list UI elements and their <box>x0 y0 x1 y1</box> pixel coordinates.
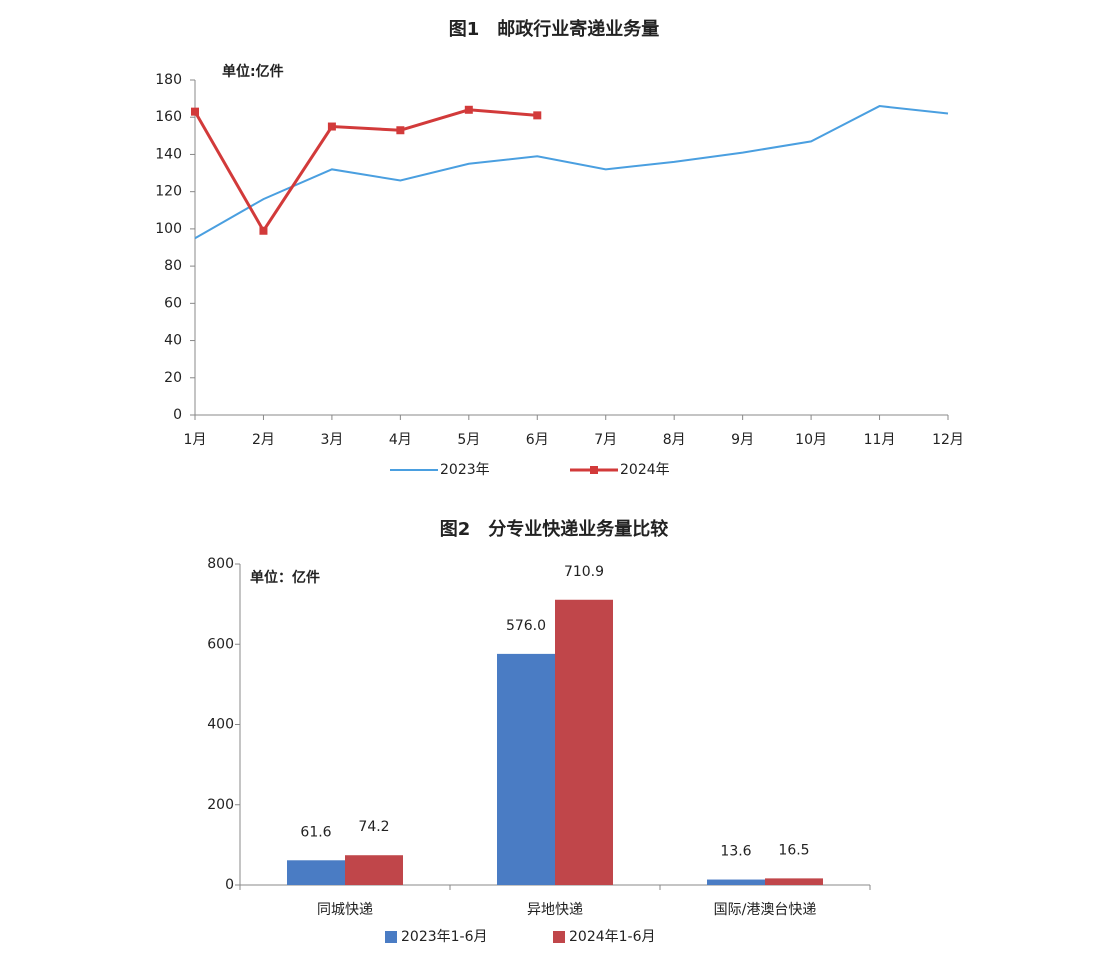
point-marker <box>259 226 268 235</box>
legend-label: 2024年1-6月 <box>569 929 656 945</box>
value-label: 576.0 <box>506 618 546 634</box>
y-tick-label: 120 <box>155 184 182 200</box>
value-label: 710.9 <box>564 564 604 580</box>
x-tick-label: 11月 <box>864 432 896 448</box>
value-label: 61.6 <box>300 824 331 840</box>
legend-swatch <box>385 931 397 943</box>
bar <box>707 879 765 885</box>
bar <box>555 599 613 885</box>
x-tick-label: 4月 <box>389 432 412 448</box>
value-label: 13.6 <box>720 844 751 860</box>
x-tick-label: 同城快递 <box>317 902 373 918</box>
x-tick-label: 3月 <box>320 432 343 448</box>
x-tick-label: 12月 <box>932 432 964 448</box>
y-tick-label: 100 <box>155 221 182 237</box>
y-tick-label: 140 <box>155 146 182 162</box>
x-tick-label: 8月 <box>663 432 686 448</box>
chart-title: 图2 分专业快递业务量比较 <box>440 518 669 540</box>
bar <box>497 653 555 885</box>
y-tick-label: 60 <box>164 295 182 311</box>
bar <box>345 855 403 885</box>
x-tick-label: 6月 <box>526 432 549 448</box>
point-marker <box>327 122 336 131</box>
unit-label: 单位：亿件 <box>250 569 320 586</box>
bar <box>765 878 823 885</box>
y-tick-label: 400 <box>207 717 234 733</box>
legend-swatch <box>553 931 565 943</box>
y-tick-label: 160 <box>155 109 182 125</box>
point-marker <box>191 107 199 116</box>
x-tick-label: 9月 <box>731 432 754 448</box>
y-tick-label: 180 <box>155 72 182 88</box>
point-marker <box>396 126 405 135</box>
chart-title: 图1 邮政行业寄递业务量 <box>449 18 660 40</box>
legend-marker <box>590 466 598 474</box>
point-marker <box>464 105 473 114</box>
y-tick-label: 80 <box>164 258 182 274</box>
y-tick-label: 40 <box>164 333 182 349</box>
y-tick-label: 800 <box>207 556 234 572</box>
y-tick-label: 0 <box>173 407 182 423</box>
x-tick-label: 国际/港澳台快递 <box>714 902 817 918</box>
y-tick-label: 20 <box>164 370 182 386</box>
legend-label: 2023年1-6月 <box>401 929 488 945</box>
x-tick-label: 1月 <box>184 432 207 448</box>
line-series <box>194 105 949 240</box>
legend-label: 2024年 <box>620 462 670 478</box>
y-tick-label: 200 <box>207 797 234 813</box>
value-label: 74.2 <box>358 819 389 835</box>
y-tick-label: 0 <box>225 877 234 893</box>
x-tick-label: 2月 <box>252 432 275 448</box>
x-tick-label: 异地快递 <box>527 902 583 918</box>
y-tick-label: 600 <box>207 636 234 652</box>
bar <box>287 860 345 885</box>
point-marker <box>533 111 542 120</box>
unit-label: 单位:亿件 <box>222 63 284 80</box>
x-tick-label: 10月 <box>795 432 827 448</box>
x-tick-label: 5月 <box>457 432 480 448</box>
value-label: 16.5 <box>778 842 809 858</box>
line-series <box>193 108 538 234</box>
legend-label: 2023年 <box>440 462 490 478</box>
x-tick-label: 7月 <box>594 432 617 448</box>
